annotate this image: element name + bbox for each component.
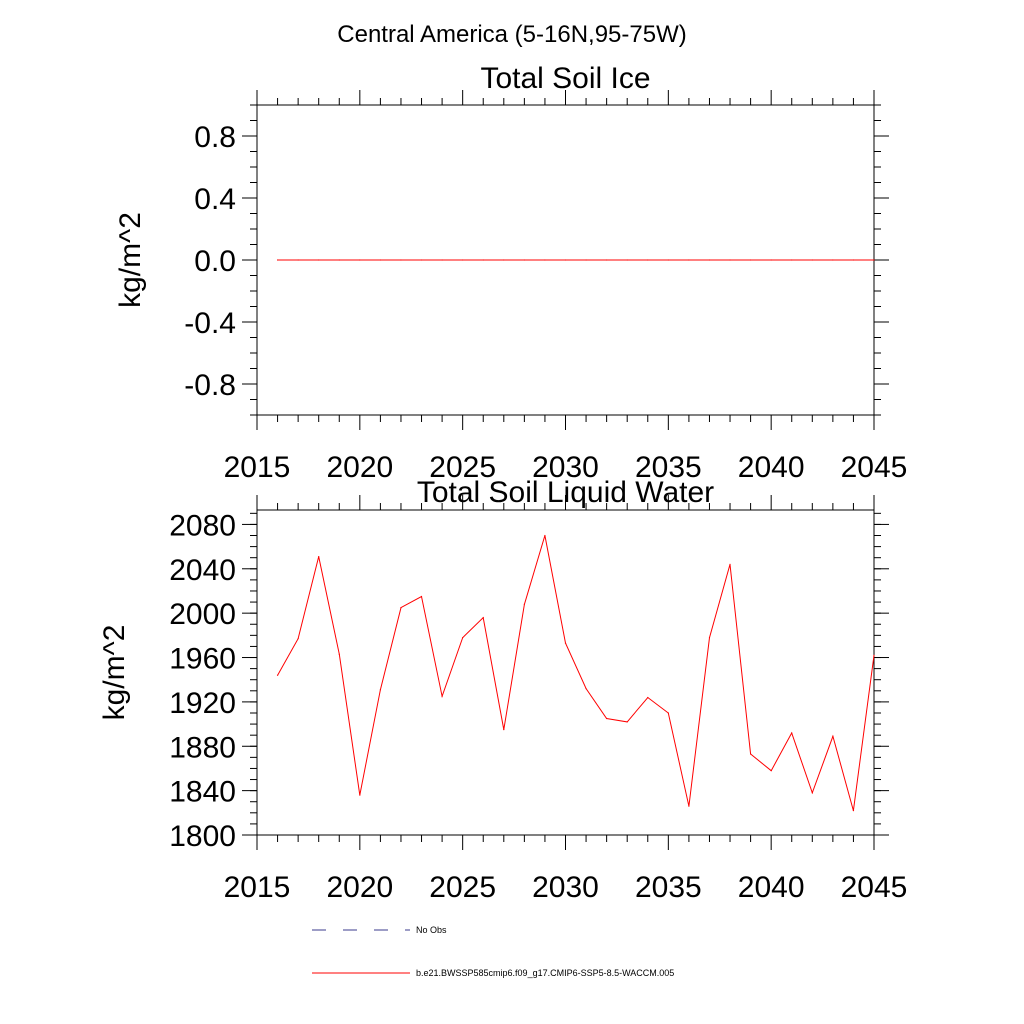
x-tick-label: 2020 — [326, 451, 393, 484]
y-tick-label: -0.4 — [184, 307, 236, 340]
x-tick-label: 2040 — [738, 871, 805, 904]
soil-liquid-water-plot-frame — [256, 509, 875, 836]
soil-ice-data-point — [482, 259, 484, 261]
y-tick-label: 1800 — [169, 820, 236, 853]
legend-label-no-obs: No Obs — [416, 925, 447, 935]
x-tick-label: 2045 — [841, 451, 908, 484]
y-tick-label: 1960 — [169, 643, 236, 676]
soil-liquid-water-data-point — [462, 636, 464, 639]
soil-ice-data-point — [297, 259, 299, 261]
soil-liquid-water-data-point — [359, 794, 361, 796]
soil-ice-data-point — [585, 259, 587, 261]
legend-label-model: b.e21.BWSSP585cmip6.f09_g17.CMIP6-SSP5-8… — [416, 968, 674, 978]
x-tick-label: 2035 — [635, 871, 702, 904]
x-tick-label: 2030 — [532, 451, 599, 484]
soil-ice-data-point — [667, 259, 669, 261]
soil-liquid-water-data-point — [400, 607, 402, 609]
soil-ice-data-point — [708, 259, 711, 261]
soil-liquid-water-data-point — [791, 732, 793, 734]
soil-ice-data-point — [318, 259, 320, 261]
soil-ice-data-point — [750, 259, 752, 261]
soil-liquid-water-data-point — [297, 638, 299, 640]
soil-ice-data-point — [503, 259, 505, 261]
y-tick-label: 1920 — [169, 687, 236, 720]
soil-ice-data-point — [420, 259, 423, 261]
soil-ice-panel: Total Soil Ice kg/m^2 2015 2020 2025 2030 2035… — [114, 62, 907, 484]
soil-liquid-water-data-point — [585, 687, 587, 690]
y-tick-label: 2000 — [169, 598, 236, 631]
soil-ice-data-point — [791, 259, 793, 261]
soil-ice-data-point — [338, 259, 340, 261]
y-tick-label: 0.0 — [194, 245, 236, 278]
x-tick-label: 2020 — [326, 871, 393, 904]
soil-ice-data-point — [606, 259, 608, 261]
soil-liquid-water-series-line — [277, 535, 875, 811]
x-tick-label: 2025 — [429, 451, 496, 484]
x-tick-label: 2035 — [635, 451, 702, 484]
soil-liquid-water-data-point — [811, 792, 813, 794]
y-tick-label: 2040 — [169, 554, 236, 587]
soil-ice-data-point — [359, 259, 361, 261]
soil-liquid-water-data-point — [318, 555, 320, 558]
soil-liquid-water-data-point — [729, 563, 731, 565]
soil-liquid-water-data-point — [667, 712, 669, 714]
soil-ice-data-point — [832, 259, 834, 261]
soil-ice-data-point — [400, 259, 402, 261]
figure-title: Central America (5-16N,95-75W) — [337, 21, 686, 48]
soil-liquid-water-data-point — [647, 696, 649, 699]
soil-liquid-water-data-point — [750, 753, 752, 755]
soil-liquid-water-data-point — [544, 534, 546, 537]
y-tick-label: 2080 — [169, 509, 236, 542]
soil-ice-data-point — [811, 259, 813, 261]
x-tick-label: 2015 — [224, 871, 291, 904]
soil-liquid-water-data-point — [441, 695, 443, 697]
y-tick-label: 0.8 — [194, 121, 236, 154]
soil-ice-data-point — [441, 259, 443, 261]
soil-liquid-water-data-point — [688, 805, 690, 807]
x-tick-label: 2040 — [738, 451, 805, 484]
y-tick-label: 0.4 — [194, 183, 236, 216]
soil-ice-data-point — [688, 259, 690, 261]
soil-liquid-water-data-point — [523, 603, 525, 605]
soil-ice-data-point — [873, 259, 875, 261]
legend: No Obs b.e21.BWSSP585cmip6.f09_g17.CMIP6… — [312, 925, 674, 978]
x-tick-label: 2030 — [532, 871, 599, 904]
soil-ice-title: Total Soil Ice — [480, 62, 650, 95]
soil-liquid-water-data-point — [379, 689, 381, 691]
soil-liquid-water-data-point — [852, 809, 855, 812]
y-tick-label: -0.8 — [184, 369, 236, 402]
soil-liquid-water-data-point — [338, 653, 340, 655]
soil-ice-data-point — [523, 259, 525, 261]
x-tick-label: 2045 — [841, 871, 908, 904]
soil-liquid-water-data-point — [708, 636, 711, 639]
soil-liquid-water-data-point — [276, 674, 279, 676]
x-tick-label: 2015 — [224, 451, 291, 484]
soil-liquid-water-data-point — [873, 654, 875, 656]
soil-liquid-water-data-point — [832, 735, 834, 737]
soil-liquid-water-data-point — [503, 729, 505, 731]
x-tick-label: 2025 — [429, 871, 496, 904]
soil-liquid-water-data-point — [482, 616, 484, 619]
soil-ice-data-point — [626, 259, 628, 261]
soil-ice-data-point — [379, 259, 381, 261]
soil-ice-data-point — [276, 259, 279, 261]
soil-ice-data-point — [647, 259, 649, 261]
y-tick-label: 1840 — [169, 776, 236, 809]
y-tick-label: 1880 — [169, 731, 236, 764]
soil-ice-data-point — [544, 259, 546, 261]
soil-liquid-water-data-point — [770, 770, 772, 772]
soil-liquid-water-data-point — [420, 595, 423, 598]
soil-liquid-water-data-point — [606, 717, 608, 720]
soil-ice-ylabel: kg/m^2 — [114, 212, 147, 308]
soil-liquid-water-data-point — [564, 642, 567, 644]
soil-liquid-water-ylabel: kg/m^2 — [98, 625, 131, 721]
soil-ice-data-point — [564, 259, 567, 261]
soil-ice-data-point — [462, 259, 464, 261]
soil-ice-data-point — [729, 259, 731, 261]
soil-liquid-water-data-point — [626, 721, 628, 723]
soil-ice-data-point — [770, 259, 772, 261]
soil-ice-data-point — [852, 259, 855, 261]
